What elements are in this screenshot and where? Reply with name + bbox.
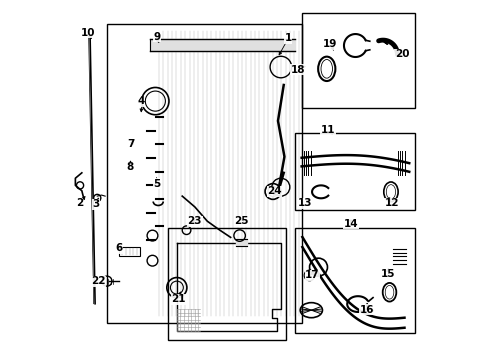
Text: 22: 22 [92, 276, 106, 286]
Text: 24: 24 [267, 186, 282, 197]
Bar [168, 228, 286, 339]
Text: 19: 19 [323, 40, 338, 49]
Text: 6: 6 [115, 243, 122, 253]
Text: 1: 1 [284, 33, 292, 43]
Text: 25: 25 [234, 216, 248, 226]
Text: 3: 3 [93, 199, 100, 210]
Text: 23: 23 [188, 216, 202, 226]
Text: 11: 11 [321, 125, 336, 135]
Text: 12: 12 [385, 198, 399, 208]
Text: 8: 8 [126, 162, 133, 172]
Text: 4: 4 [137, 96, 145, 106]
Text: 15: 15 [381, 269, 396, 279]
Bar [302, 13, 416, 108]
Text: 2: 2 [75, 198, 83, 208]
Text: 5: 5 [153, 179, 161, 189]
Text: 10: 10 [81, 28, 95, 38]
Text: 9: 9 [153, 32, 161, 41]
Text: 16: 16 [360, 305, 374, 315]
Text: 21: 21 [172, 294, 186, 304]
Bar [119, 247, 140, 256]
Bar [295, 228, 416, 333]
Bar [107, 24, 302, 323]
Text: 7: 7 [127, 139, 135, 149]
Text: 20: 20 [395, 49, 409, 59]
Bar [295, 134, 416, 211]
Text: 14: 14 [343, 219, 358, 229]
Text: 18: 18 [291, 64, 305, 75]
Text: 17: 17 [305, 270, 320, 280]
Text: 13: 13 [298, 198, 313, 208]
